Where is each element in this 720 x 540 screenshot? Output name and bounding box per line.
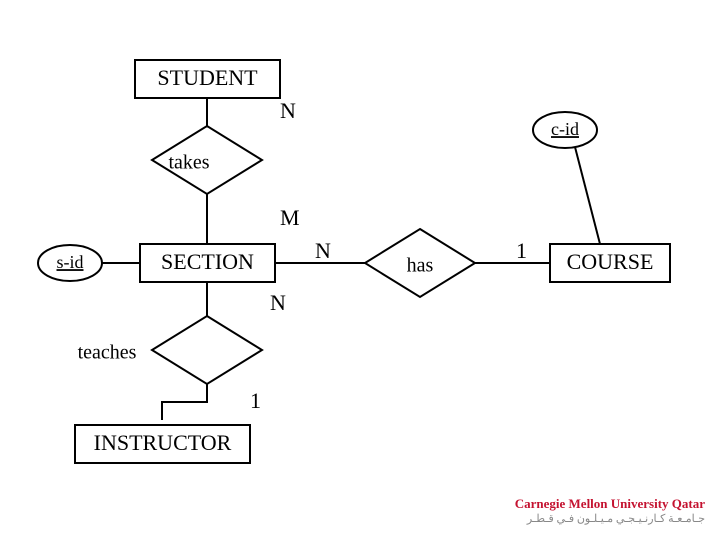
attribute-sid: s-id xyxy=(38,245,102,281)
relationship-teaches: teaches xyxy=(78,316,262,384)
cardinality-label: 1 xyxy=(250,388,261,413)
cardinality-label: N xyxy=(315,238,331,263)
attribute-cid: c-id xyxy=(533,112,597,148)
cardinality-label: M xyxy=(280,205,300,230)
cardinality-label: 1 xyxy=(516,238,527,263)
attribute-label: s-id xyxy=(57,252,84,272)
relationship-label: takes xyxy=(168,152,209,174)
relationship-label: has xyxy=(407,255,434,277)
entity-section: SECTION xyxy=(140,244,275,282)
entity-label: INSTRUCTOR xyxy=(94,430,232,455)
entity-course: COURSE xyxy=(550,244,670,282)
relationship-takes: takes xyxy=(152,126,262,194)
entity-instructor: INSTRUCTOR xyxy=(75,425,250,463)
logo-primary: Carnegie Mellon University Qatar xyxy=(515,496,705,511)
relationship-has: has xyxy=(365,229,475,297)
entity-student: STUDENT xyxy=(135,60,280,98)
entity-label: COURSE xyxy=(567,249,654,274)
cardinality-label: N xyxy=(270,290,286,315)
edge xyxy=(162,384,207,420)
cardinality-label: N xyxy=(280,98,296,123)
logo-secondary: جـامـعـة كـارنـيـجـي مـيـلـون فـي قـطـر xyxy=(526,513,705,525)
entity-label: SECTION xyxy=(161,249,254,274)
relationship-label: teaches xyxy=(78,342,137,364)
attribute-label: c-id xyxy=(551,119,579,139)
entity-label: STUDENT xyxy=(157,65,258,90)
edge xyxy=(575,147,600,244)
